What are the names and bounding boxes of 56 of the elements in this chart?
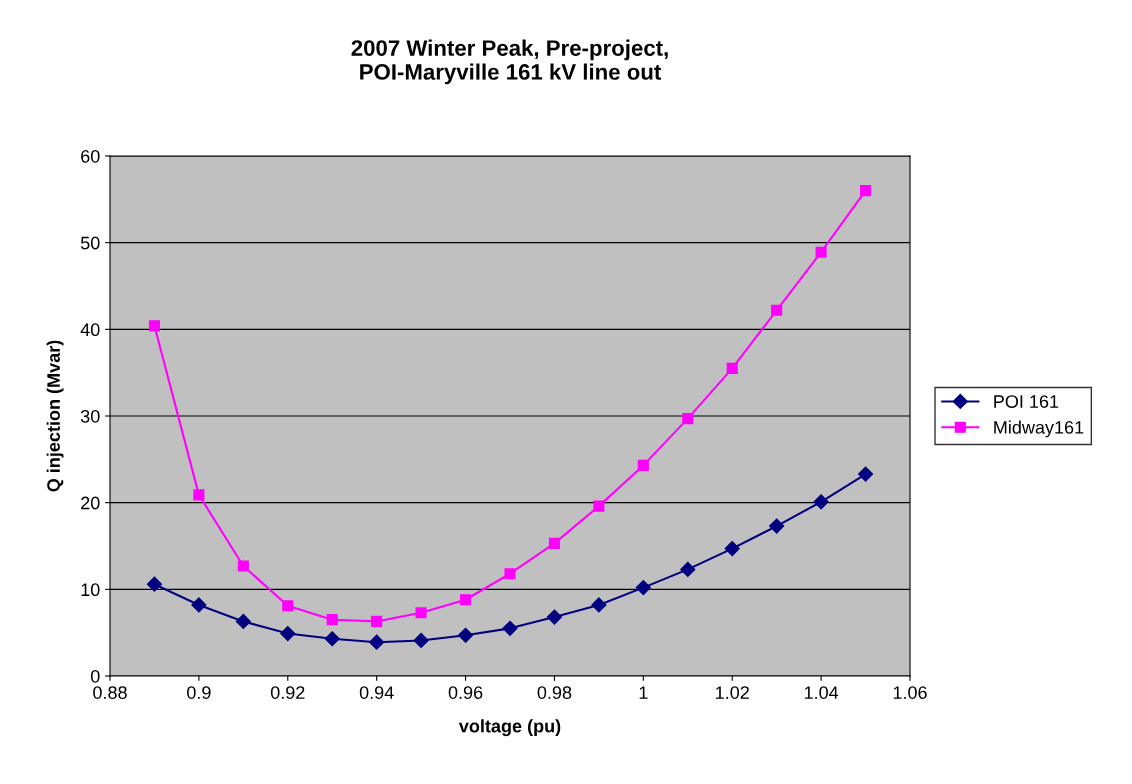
point [148, 320, 161, 332]
x-tick-label: 0.96 [448, 686, 483, 699]
point [193, 489, 205, 501]
point [146, 576, 163, 592]
y-tick-label: 60 [81, 149, 100, 163]
point [235, 613, 251, 629]
legend-label: Midway161 [994, 420, 1084, 438]
x-tick-label: 1.06 [893, 686, 927, 699]
y-axis-title: Q injection (Mvar) [46, 340, 64, 492]
point [815, 246, 827, 258]
point [724, 541, 740, 557]
point [637, 459, 649, 471]
point [413, 632, 429, 649]
point [548, 537, 561, 549]
point [771, 304, 783, 316]
chart-title: 2007 Winter Peak, Pre-project, POI-Maryville 161 kV line out [351, 39, 668, 85]
point [324, 631, 340, 647]
point [813, 494, 829, 510]
x-tick-label: 1.02 [716, 686, 749, 699]
point [191, 597, 207, 613]
point [635, 580, 651, 596]
point [326, 614, 338, 626]
x-tick-label: 0.88 [93, 686, 127, 699]
point [280, 625, 296, 642]
point [726, 362, 738, 374]
y-tick-label: 50 [80, 236, 100, 250]
point [593, 500, 605, 512]
x-tick-label: 1.04 [804, 686, 839, 699]
y-tick-label: 0 [90, 669, 100, 683]
point [415, 607, 427, 619]
point [591, 597, 607, 613]
point [459, 594, 472, 606]
point [859, 185, 872, 197]
point [680, 561, 696, 577]
point [457, 627, 474, 643]
point [682, 413, 694, 425]
x-tick-label: 0.98 [537, 686, 572, 699]
point [369, 634, 385, 650]
point [769, 518, 785, 534]
point [282, 600, 294, 612]
point [857, 466, 874, 482]
point [237, 560, 249, 572]
point [504, 568, 516, 580]
x-tick-label: 1 [639, 686, 648, 699]
point [546, 609, 563, 625]
y-tick-label: 40 [80, 323, 100, 337]
point [371, 615, 383, 627]
y-tick-label: 20 [81, 496, 100, 510]
y-tick-label: 30 [80, 409, 100, 423]
y-tick-label: 10 [81, 583, 100, 597]
x-tick-label: 0.92 [270, 686, 305, 699]
x-tick-label: 0.9 [187, 686, 211, 699]
x-axis-title: voltage (pu) [458, 719, 561, 737]
legend-label: POI 161 [994, 395, 1059, 408]
point [502, 620, 518, 636]
x-tick-label: 0.94 [359, 686, 394, 699]
